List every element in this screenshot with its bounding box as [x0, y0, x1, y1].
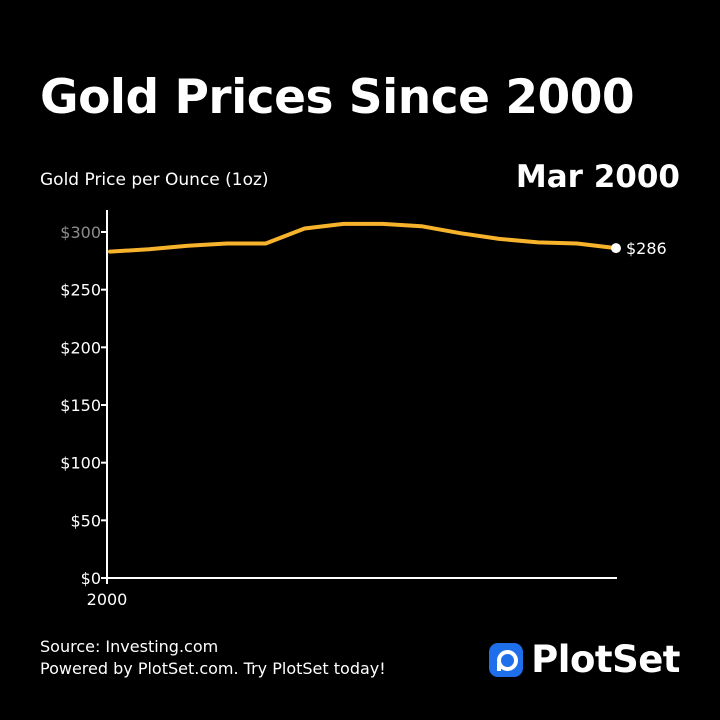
- gold-price-line: [108, 221, 618, 254]
- y-axis-label: Gold Price per Ounce (1oz): [40, 170, 269, 190]
- x-tick-label: 2000: [87, 590, 128, 609]
- y-tick-label: $50: [70, 511, 101, 530]
- axes: [106, 210, 617, 579]
- current-period-label: Mar 2000: [515, 159, 680, 195]
- y-tick-label: $300: [60, 223, 101, 242]
- x-axis-ticks: 2000: [87, 578, 128, 609]
- y-tick-label: $150: [60, 396, 101, 415]
- series-group: $286: [108, 221, 667, 258]
- end-value-label: $286: [626, 239, 667, 258]
- end-point-marker: [611, 243, 621, 254]
- brand: PlotSet: [489, 641, 680, 678]
- source-note: Source: Investing.com: [40, 637, 219, 656]
- powered-by-note: Powered by PlotSet.com. Try PlotSet toda…: [40, 659, 386, 678]
- chart-title: Gold Prices Since 2000: [40, 70, 635, 125]
- y-tick-label: $0: [81, 569, 101, 588]
- footer: Source: Investing.com Powered by PlotSet…: [40, 636, 386, 680]
- y-tick-label: $250: [60, 281, 101, 300]
- y-tick-label: $100: [60, 454, 101, 473]
- brand-name: PlotSet: [531, 638, 680, 681]
- plotset-logo-icon: [489, 642, 524, 677]
- y-axis-ticks: $0 $50 $100 $150 $200 $250 $300: [60, 223, 107, 588]
- y-tick-label: $200: [60, 338, 101, 357]
